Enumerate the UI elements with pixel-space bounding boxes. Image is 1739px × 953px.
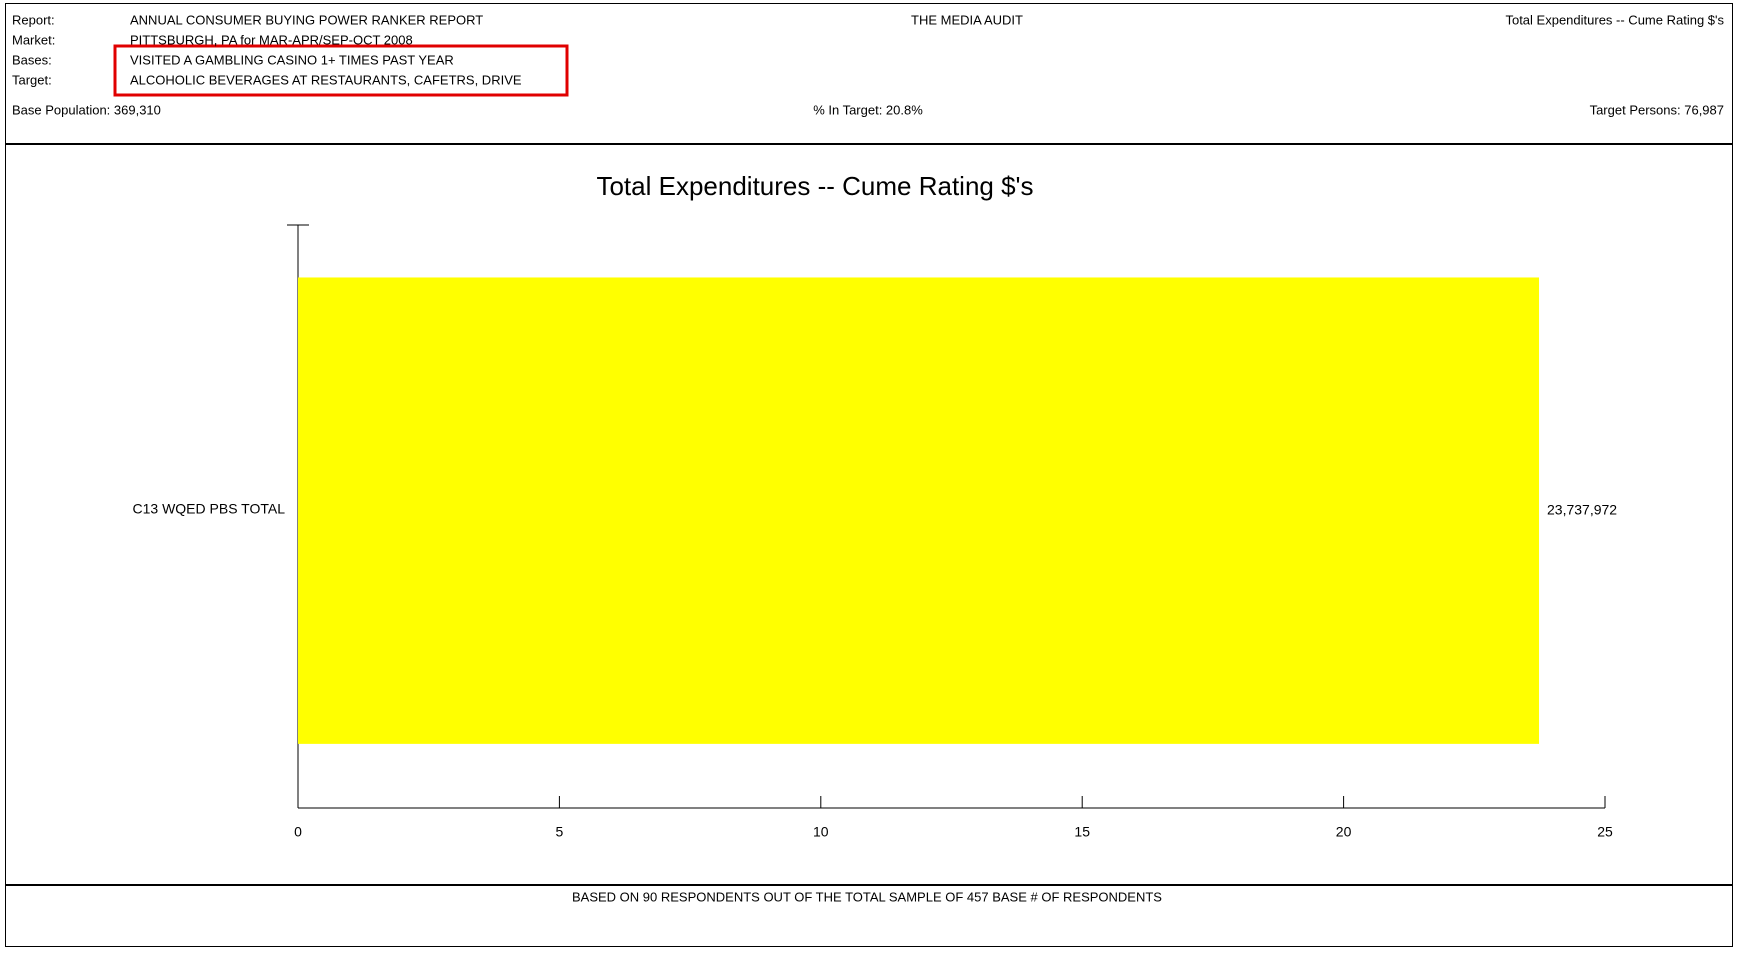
x-tick-label: 15 bbox=[1074, 824, 1090, 840]
header-center: THE MEDIA AUDIT bbox=[911, 12, 1023, 27]
header-value: VISITED A GAMBLING CASINO 1+ TIMES PAST … bbox=[130, 52, 454, 67]
x-tick-label: 25 bbox=[1597, 824, 1613, 840]
data-label: 23,737,972 bbox=[1547, 501, 1617, 517]
x-tick-label: 20 bbox=[1336, 824, 1352, 840]
base-population: Base Population: 369,310 bbox=[12, 102, 161, 117]
target-persons: Target Persons: 76,987 bbox=[1590, 102, 1724, 117]
header-right: Total Expenditures -- Cume Rating $'s bbox=[1505, 12, 1724, 27]
header-label: Bases: bbox=[12, 52, 52, 67]
header-label: Market: bbox=[12, 32, 55, 47]
pct-in-target: % In Target: 20.8% bbox=[813, 102, 923, 117]
x-tick-label: 5 bbox=[556, 824, 564, 840]
header-value: ALCOHOLIC BEVERAGES AT RESTAURANTS, CAFE… bbox=[130, 72, 522, 87]
footer: BASED ON 90 RESPONDENTS OUT OF THE TOTAL… bbox=[572, 889, 1162, 904]
header-value: PITTSBURGH, PA for MAR-APR/SEP-OCT 2008 bbox=[130, 32, 413, 47]
highlight-box bbox=[113, 44, 569, 97]
x-tick-label: 0 bbox=[294, 824, 302, 840]
header-label: Report: bbox=[12, 12, 55, 27]
x-tick-label: 10 bbox=[813, 824, 829, 840]
chart-title: Total Expenditures -- Cume Rating $'s bbox=[596, 171, 1033, 201]
y-tick-label: C13 WQED PBS TOTAL bbox=[133, 500, 286, 516]
header-label: Target: bbox=[12, 72, 52, 87]
header-value: ANNUAL CONSUMER BUYING POWER RANKER REPO… bbox=[130, 12, 483, 27]
frame bbox=[5, 3, 1733, 947]
bar bbox=[298, 277, 1540, 744]
